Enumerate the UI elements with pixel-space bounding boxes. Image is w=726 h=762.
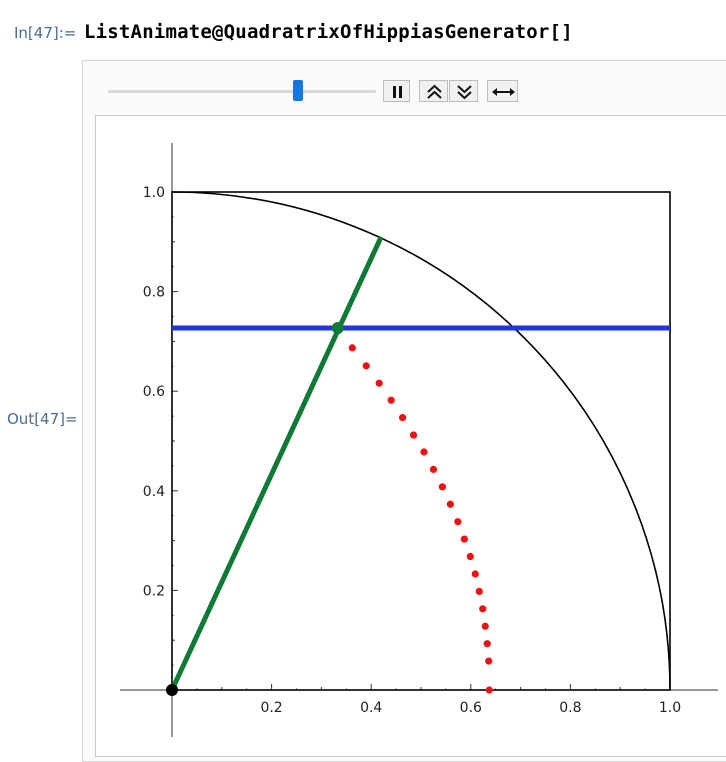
quadratrix-point: [479, 605, 487, 613]
x-tick-label: 0.4: [360, 700, 382, 716]
slower-button[interactable]: [449, 80, 478, 102]
quadratrix-point: [409, 431, 418, 439]
y-tick-label: 0.8: [143, 285, 165, 301]
quadratrix-point: [485, 686, 493, 694]
quadratrix-point: [466, 552, 474, 561]
y-tick-label: 0.2: [143, 583, 165, 599]
pause-icon: [393, 86, 402, 98]
left-right-arrow-icon: [492, 88, 515, 96]
quadratrix-point: [398, 413, 407, 422]
input-cell-code[interactable]: ListAnimate@QuadratrixOfHippiasGenerator…: [84, 21, 573, 43]
quarter-circle-arc: [171, 191, 671, 691]
quadratrix-point: [485, 657, 493, 665]
quadratrix-point: [454, 518, 462, 526]
quadratrix-point: [375, 379, 383, 387]
quadratrix-point: [483, 640, 491, 648]
rotating-line: [169, 235, 384, 692]
quadratrix-plot: 0.2 0.4 0.6 0.8 1.0 0.2 0.4 0.6 0.8 1.0: [120, 143, 718, 737]
faster-button[interactable]: [419, 80, 448, 102]
output-cell-label: Out[47]=: [7, 410, 78, 428]
quadratrix-point: [429, 465, 438, 473]
origin-point: [166, 684, 178, 696]
x-tick-label: 0.6: [460, 700, 482, 716]
x-tick-label: 0.8: [559, 700, 581, 716]
animation-slider-track[interactable]: [108, 90, 376, 93]
y-tick-label: 0.4: [143, 484, 165, 500]
intersection-point: [331, 321, 344, 334]
quadratrix-point: [348, 344, 356, 352]
y-tick-label: 1.0: [143, 185, 165, 201]
quadratrix-point: [460, 535, 468, 543]
double-chevron-down-icon: [457, 85, 472, 100]
quadratrix-point: [362, 362, 370, 370]
x-tick-label: 1.0: [659, 700, 681, 716]
pause-button[interactable]: [383, 80, 410, 102]
quadratrix-point: [420, 448, 428, 456]
quadratrix-point: [471, 570, 479, 578]
animation-slider-thumb[interactable]: [293, 80, 304, 101]
quadratrix-point: [475, 587, 483, 595]
input-cell-label: In[47]:=: [14, 24, 77, 42]
quadratrix-point: [387, 396, 395, 404]
quadratrix-point: [481, 622, 489, 630]
quadratrix-point: [438, 483, 447, 491]
direction-button[interactable]: [487, 80, 518, 102]
double-chevron-up-icon: [427, 84, 442, 99]
x-tick-label: 0.2: [260, 700, 282, 716]
unit-square: [171, 191, 671, 691]
y-tick-label: 0.6: [143, 384, 165, 400]
quadratrix-point: [446, 500, 454, 508]
